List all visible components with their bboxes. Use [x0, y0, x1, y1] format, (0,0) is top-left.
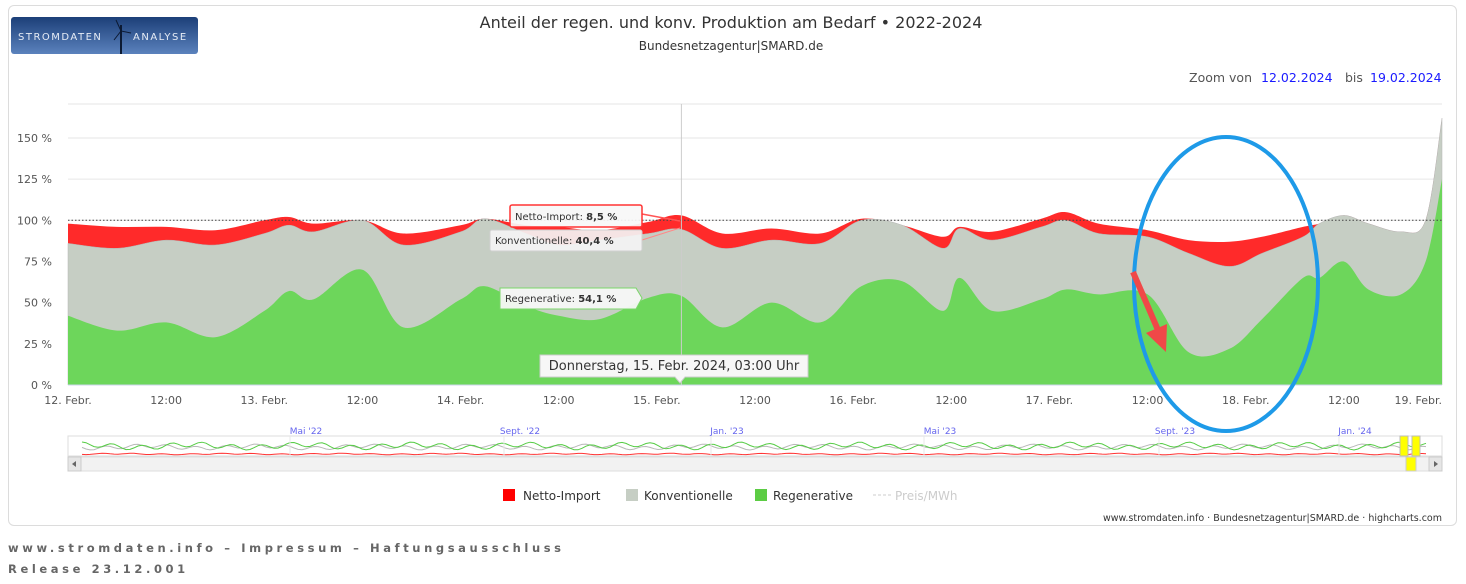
- tooltip: Netto-Import: 8,5 % Konventionelle: 40,4…: [489, 204, 809, 384]
- tooltip-import-value: 8,5 %: [586, 212, 617, 223]
- footer-release: Release 23.12.001: [8, 562, 189, 576]
- y-tick-label: 25 %: [24, 338, 52, 351]
- navigator-label: Mai '23: [924, 427, 957, 437]
- navigator-series-regenerative: [81, 441, 1427, 451]
- legend-label: Konventionelle: [644, 489, 733, 503]
- y-tick-label: 125 %: [17, 173, 52, 186]
- logo-text-right: ANALYSE: [133, 32, 188, 43]
- footer-links[interactable]: www.stromdaten.info – Impressum – Haftun…: [8, 541, 565, 555]
- legend-label: Preis/MWh: [895, 489, 958, 503]
- x-tick-label: 18. Febr.: [1222, 394, 1269, 407]
- x-tick-label: 15. Febr.: [633, 394, 680, 407]
- x-tick-label: 12:00: [739, 394, 771, 407]
- svg-text:Konventionelle: 40,4 %: Konventionelle: 40,4 %: [495, 236, 614, 247]
- credits[interactable]: www.stromdaten.info · Bundesnetzagentur|…: [1103, 513, 1442, 524]
- scrollbar-thumb[interactable]: [1405, 456, 1417, 472]
- series-area-regenerative: [68, 179, 1442, 385]
- zoom-from-date[interactable]: 12.02.2024: [1261, 70, 1333, 85]
- x-tick-label: 12:00: [1132, 394, 1164, 407]
- navigator-label: Jan. '23: [709, 427, 744, 437]
- x-tick-label: 12:00: [347, 394, 379, 407]
- zoom-from-label: Zoom von: [1189, 70, 1252, 85]
- tooltip-header: Donnerstag, 15. Febr. 2024, 03:00 Uhr: [549, 359, 800, 374]
- x-tick-label: 16. Febr.: [829, 394, 876, 407]
- navigator[interactable]: Mai '22 Sept. '22 Jan. '23 Mai '23 Sept. '23…: [67, 427, 1443, 472]
- navigator-label: Sept. '23: [1155, 427, 1195, 437]
- svg-text:Regenerative: 54,1 %: Regenerative: 54,1 %: [505, 294, 616, 305]
- y-tick-label: 150 %: [17, 132, 52, 145]
- logo[interactable]: STROMDATEN ANALYSE: [11, 17, 198, 54]
- chart-title: Anteil der regen. und konv. Produktion a…: [480, 13, 983, 32]
- legend-item-konventionelle[interactable]: Konventionelle: [626, 489, 733, 503]
- navigator-label: Jan. '24: [1337, 427, 1372, 437]
- x-tick-label: 12:00: [543, 394, 575, 407]
- y-tick-label: 75 %: [24, 255, 52, 268]
- navigator-handle-left[interactable]: [1399, 435, 1409, 457]
- y-tick-label: 0 %: [31, 379, 52, 392]
- x-tick-label: 12:00: [935, 394, 967, 407]
- legend-item-regenerative[interactable]: Regenerative: [755, 489, 853, 503]
- x-tick-label: 13. Febr.: [241, 394, 288, 407]
- tooltip-regen-label: Regenerative:: [505, 294, 578, 305]
- legend-label: Netto-Import: [523, 489, 601, 503]
- logo-text-left: STROMDATEN: [18, 32, 102, 43]
- annotations: [1130, 135, 1320, 433]
- legend: Netto-Import Konventionelle Regenerative…: [503, 489, 958, 503]
- x-tick-label: 17. Febr.: [1026, 394, 1073, 407]
- highlight-ellipse: [1132, 135, 1320, 433]
- x-tick-label: 12. Febr.: [44, 394, 91, 407]
- navigator-handle-right[interactable]: [1411, 435, 1421, 457]
- zoom-to-date[interactable]: 19.02.2024: [1370, 70, 1442, 85]
- zoom-to-label: bis: [1345, 70, 1363, 85]
- arrow-icon: [1130, 270, 1161, 332]
- tooltip-import-label: Netto-Import:: [515, 212, 586, 223]
- x-tick-label: 12:00: [1328, 394, 1360, 407]
- legend-label: Regenerative: [773, 489, 853, 503]
- scrollbar[interactable]: [67, 456, 1443, 472]
- zoom-range: Zoom von 12.02.2024 bis 19.02.2024: [1189, 70, 1442, 85]
- tooltip-konv-label: Konventionelle:: [495, 236, 576, 247]
- tooltip-konv-value: 40,4 %: [576, 236, 614, 247]
- navigator-series-import: [81, 452, 1427, 456]
- y-tick-label: 50 %: [24, 297, 52, 310]
- navigator-series-konventionelle: [81, 443, 1427, 451]
- svg-text:Netto-Import: 8,5 %: Netto-Import: 8,5 %: [515, 212, 617, 223]
- legend-item-import[interactable]: Netto-Import: [503, 489, 601, 503]
- navigator-label: Mai '22: [290, 427, 323, 437]
- x-tick-label: 19. Febr.: [1395, 394, 1442, 407]
- chart-subtitle: Bundesnetzagentur|SMARD.de: [639, 39, 824, 53]
- navigator-label: Sept. '22: [500, 427, 540, 437]
- y-tick-label: 100 %: [17, 214, 52, 227]
- x-tick-label: 12:00: [150, 394, 182, 407]
- x-tick-label: 14. Febr.: [437, 394, 484, 407]
- legend-item-preis[interactable]: Preis/MWh: [873, 489, 958, 503]
- chart-container: [8, 5, 1457, 526]
- tooltip-regen-value: 54,1 %: [578, 294, 616, 305]
